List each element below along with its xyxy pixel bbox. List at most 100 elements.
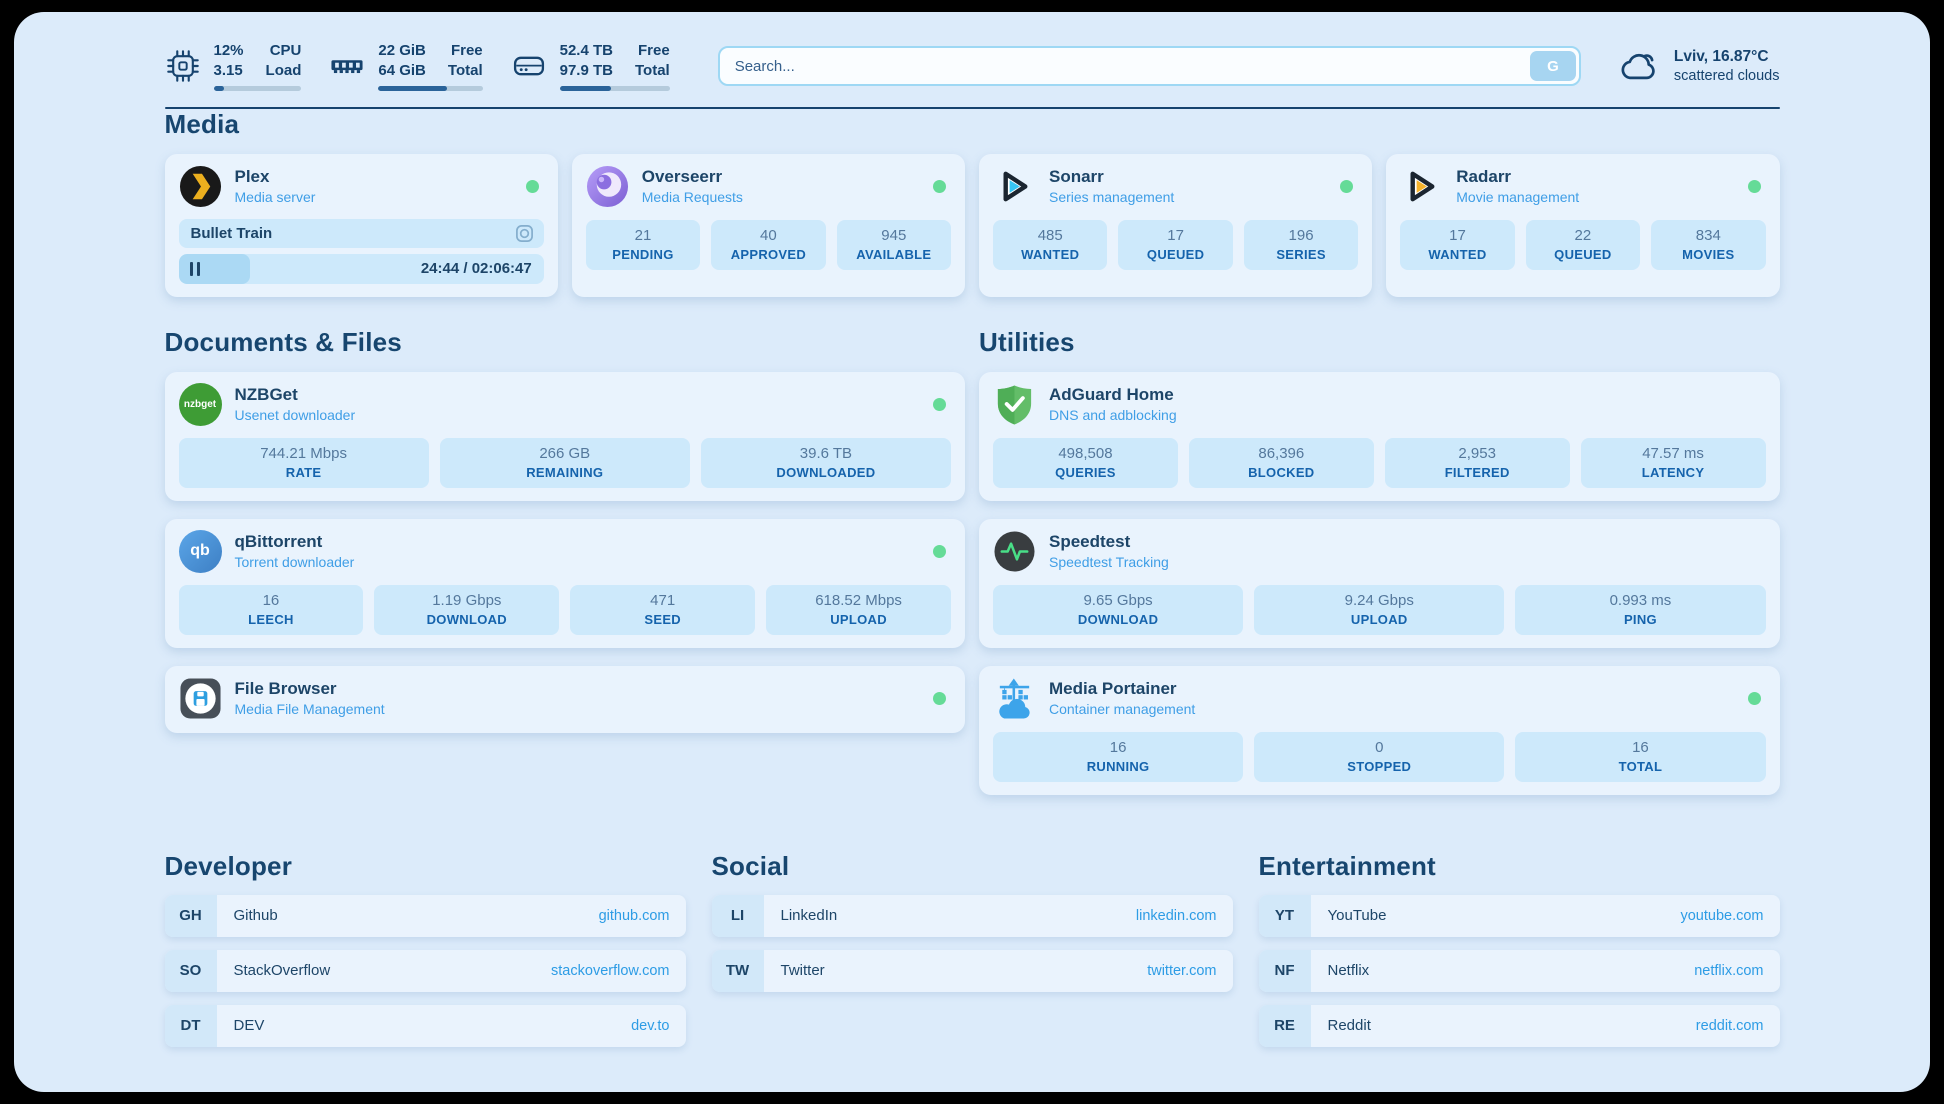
app-subtitle: Media Requests — [641, 189, 743, 205]
app-card-sonarr[interactable]: Sonarr Series management 485 WANTED 17 Q… — [979, 153, 1373, 297]
stat-box: 22 QUEUED — [1525, 219, 1641, 270]
app-card-plex[interactable]: Plex Media server Bullet Train — [164, 153, 558, 297]
app-card-portainer[interactable]: Media Portainer Container management 16 … — [979, 665, 1780, 795]
search-engine-button[interactable]: G — [1529, 51, 1576, 82]
bookmark-url: twitter.com — [1147, 962, 1217, 979]
qbittorrent-icon: qb — [178, 529, 222, 573]
now-playing-title: Bullet Train — [190, 224, 273, 242]
bookmark-stackoverflow[interactable]: SO StackOverflow stackoverflow.com — [164, 949, 686, 992]
stat-box: 266 GB REMAINING — [439, 437, 690, 488]
cpu-label-bottom: Load — [265, 61, 302, 79]
app-card-filebrowser[interactable]: File Browser Media File Management — [164, 665, 965, 733]
bookmark-name: Github — [233, 907, 278, 924]
utilities-column: Utilities AdGuard Home — [979, 327, 1780, 795]
developer-column: Developer GH Github github.com SO StackO… — [164, 851, 686, 1047]
bookmark-abbr: SO — [164, 949, 217, 992]
stat-box: 17 WANTED — [1400, 219, 1515, 270]
app-subtitle: Container management — [1049, 701, 1196, 717]
bookmark-youtube[interactable]: YT YouTube youtube.com — [1258, 894, 1780, 937]
memory-free: 22 GiB — [378, 42, 426, 59]
bookmark-name: Netflix — [1327, 962, 1370, 979]
radarr-icon — [1400, 165, 1443, 208]
stat-box: 2,953 FILTERED — [1384, 437, 1570, 488]
stat-box: 834 MOVIES — [1651, 219, 1766, 270]
app-subtitle: Torrent downloader — [234, 554, 355, 570]
adguard-icon — [993, 383, 1036, 426]
app-card-adguard[interactable]: AdGuard Home DNS and adblocking 498,508 … — [979, 371, 1780, 501]
stat-box: 0.993 ms PING — [1515, 584, 1766, 635]
bookmark-dev[interactable]: DT DEV dev.to — [164, 1004, 686, 1047]
app-card-qbittorrent[interactable]: qb qBittorrent Torrent downloader 16 LEE… — [164, 518, 965, 648]
status-dot — [1340, 179, 1354, 193]
bookmark-twitter[interactable]: TW Twitter twitter.com — [711, 949, 1233, 992]
stat-box: 40 APPROVED — [711, 219, 826, 270]
status-dot — [1747, 179, 1761, 193]
bookmark-name: Twitter — [780, 962, 825, 979]
bookmark-url: linkedin.com — [1135, 907, 1217, 924]
cpu-load-avg: 3.15 — [213, 61, 243, 79]
app-title: Radarr — [1456, 167, 1512, 186]
app-card-overseerr[interactable]: Overseerr Media Requests 21 PENDING 40 A… — [571, 153, 965, 297]
section-title-media: Media — [164, 108, 240, 139]
status-dot — [933, 397, 946, 411]
section-title-utilities: Utilities — [979, 326, 1075, 357]
topbar-divider — [164, 106, 1780, 109]
stat-box: 0 STOPPED — [1254, 731, 1505, 782]
plex-icon — [179, 165, 222, 208]
status-dot — [933, 691, 946, 705]
app-title: qBittorrent — [234, 532, 323, 551]
app-card-speedtest[interactable]: Speedtest Speedtest Tracking 9.65 Gbps D… — [979, 518, 1780, 648]
bookmark-linkedin[interactable]: LI LinkedIn linkedin.com — [711, 894, 1233, 937]
bookmark-url: dev.to — [631, 1017, 670, 1034]
weather-widget: Lviv, 16.87°C scattered clouds — [1617, 47, 1780, 85]
bookmark-reddit[interactable]: RE Reddit reddit.com — [1258, 1004, 1780, 1047]
bookmark-abbr: TW — [711, 949, 764, 992]
stat-box: 945 AVAILABLE — [836, 219, 952, 270]
stat-box: 498,508 QUERIES — [993, 437, 1178, 488]
section-title-social: Social — [711, 850, 790, 881]
media-card-row: Plex Media server Bullet Train — [164, 153, 1780, 297]
stat-box: 47.57 ms LATENCY — [1580, 437, 1766, 488]
bookmark-abbr: NF — [1258, 949, 1311, 992]
memory-total: 64 GiB — [378, 61, 426, 79]
disk-icon — [511, 48, 547, 84]
memory-progress-bar — [378, 85, 483, 91]
ram-icon — [329, 48, 365, 84]
app-card-nzbget[interactable]: nzbget NZBGet Usenet downloader 744.21 M… — [164, 371, 965, 501]
storage-free: 52.4 TB — [559, 42, 613, 59]
bookmark-github[interactable]: GH Github github.com — [164, 894, 686, 937]
app-title: File Browser — [234, 679, 337, 698]
pause-button[interactable] — [189, 261, 200, 276]
app-title: Speedtest — [1049, 532, 1131, 551]
app-subtitle: Media server — [234, 189, 316, 205]
now-playing-progress: 24:44 / 02:06:47 — [178, 253, 544, 284]
now-playing-time: 24:44 / 02:06:47 — [420, 259, 532, 277]
cpu-progress-bar — [213, 85, 302, 91]
bookmark-name: StackOverflow — [233, 962, 331, 979]
stat-box: 1.19 Gbps DOWNLOAD — [374, 584, 560, 635]
memory-label-bottom: Total — [447, 61, 483, 79]
system-stats: 12% CPU 3.15 Load — [165, 42, 670, 91]
storage-label-top: Free — [638, 42, 670, 59]
now-playing-title-row: Bullet Train — [178, 218, 544, 248]
section-title-entertainment: Entertainment — [1258, 850, 1436, 881]
app-card-radarr[interactable]: Radarr Movie management 17 WANTED 22 QUE… — [1386, 153, 1780, 297]
overseerr-icon — [586, 165, 629, 208]
stat-box: 39.6 TB DOWNLOADED — [700, 437, 952, 488]
bookmark-url: stackoverflow.com — [551, 962, 670, 979]
weather-location-temp: Lviv, 16.87°C — [1673, 48, 1769, 66]
video-session-icon[interactable] — [515, 224, 534, 243]
bookmark-abbr: YT — [1258, 894, 1311, 937]
app-title: Media Portainer — [1049, 679, 1177, 698]
bookmark-url: reddit.com — [1695, 1017, 1764, 1034]
documents-column: Documents & Files nzbget NZBGet Usenet d… — [164, 327, 965, 733]
stat-box: 21 PENDING — [585, 219, 701, 270]
weather-condition: scattered clouds — [1673, 68, 1780, 85]
search-input[interactable] — [717, 46, 1581, 87]
cloud-icon — [1617, 47, 1661, 85]
bookmark-netflix[interactable]: NF Netflix netflix.com — [1258, 949, 1780, 992]
storage-total: 97.9 TB — [559, 61, 613, 79]
cpu-percent: 12% — [213, 42, 244, 59]
cpu-stat: 12% CPU 3.15 Load — [165, 42, 302, 91]
status-dot — [1747, 691, 1761, 705]
